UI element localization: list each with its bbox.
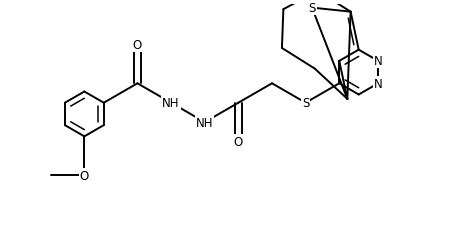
Text: O: O [133,39,142,52]
Text: NH: NH [196,116,213,129]
Text: S: S [302,97,310,110]
Text: S: S [308,2,316,15]
Text: O: O [80,169,89,182]
Text: N: N [374,77,383,90]
Text: N: N [374,55,383,68]
Text: O: O [234,136,243,148]
Text: NH: NH [162,97,180,110]
